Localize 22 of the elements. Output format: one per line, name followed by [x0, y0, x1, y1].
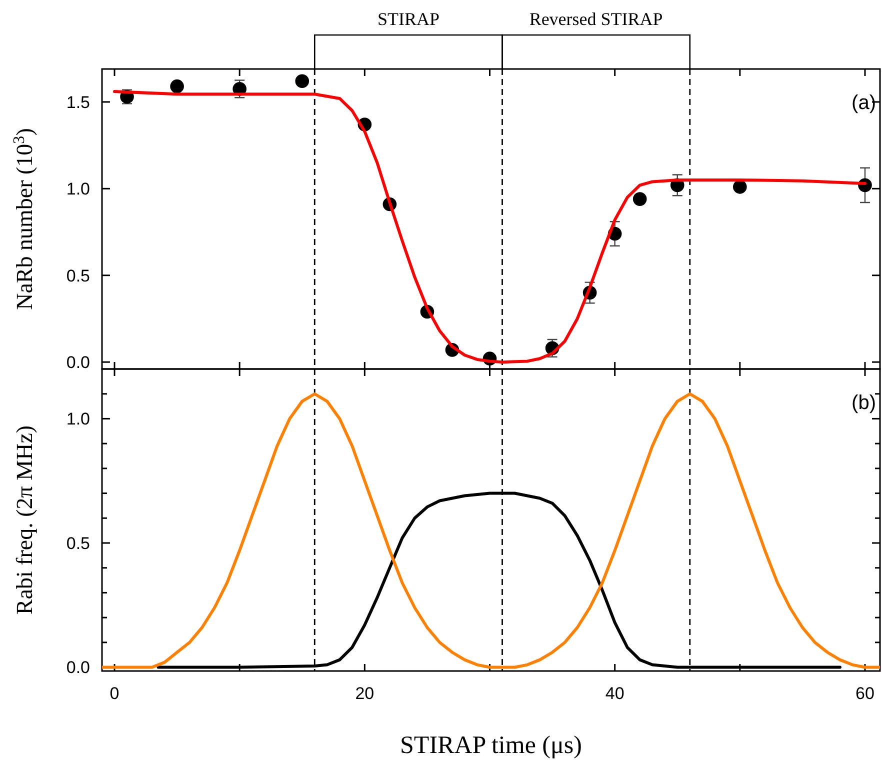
y-tick-label: 0.0	[66, 353, 90, 372]
text: STIRAP	[377, 9, 440, 29]
x-tick-label: 60	[856, 684, 874, 703]
point	[733, 180, 747, 194]
y-tick-label: 0.0	[66, 658, 90, 678]
x-axis-title: STIRAP time (μs)	[400, 732, 582, 759]
text: Reversed STIRAP	[529, 9, 663, 29]
y-axis-title: Rabi freq. (2π MHz)	[12, 425, 37, 615]
point	[632, 192, 647, 206]
y-tick-label: 0.5	[66, 266, 90, 286]
line-series	[102, 392, 880, 669]
annotation: (a)	[852, 92, 876, 114]
x-tick-label: 40	[605, 684, 624, 703]
y-tick-label: 1.5	[66, 92, 90, 112]
x-tick-label: 20	[355, 684, 374, 703]
y-tick-label: 1.0	[66, 410, 90, 429]
annotation: (b)	[852, 392, 876, 414]
point	[170, 79, 184, 94]
x-tick-label: 0	[110, 684, 120, 703]
y-tick-label: 1.0	[66, 180, 90, 199]
point	[295, 74, 310, 88]
y-tick-label: 0.5	[66, 534, 90, 553]
